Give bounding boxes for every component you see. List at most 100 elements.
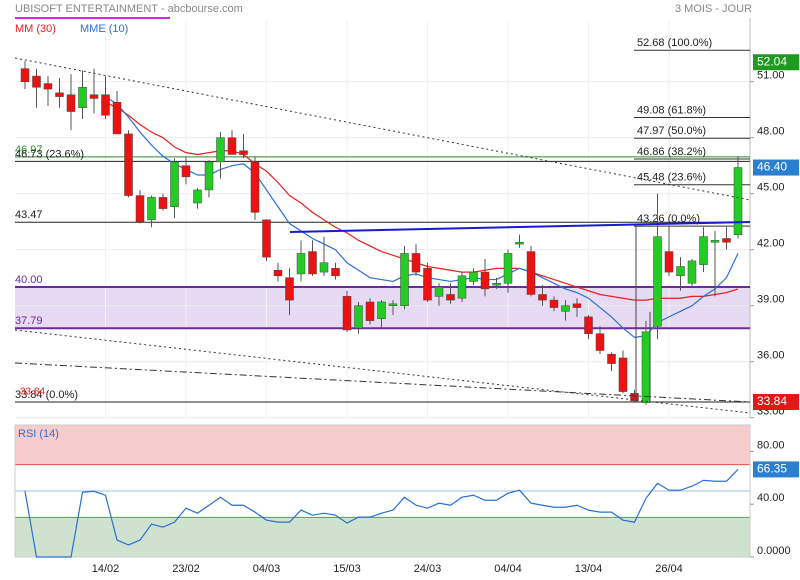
candle-body bbox=[388, 303, 398, 306]
candle-body bbox=[561, 305, 570, 312]
candle-body bbox=[32, 75, 41, 88]
candle-body bbox=[411, 253, 421, 273]
candle-body bbox=[193, 189, 202, 204]
candle-body bbox=[584, 316, 593, 334]
candle-body bbox=[676, 266, 685, 277]
y-tick-label: 39.00 bbox=[757, 294, 785, 306]
price-badge bbox=[753, 54, 799, 71]
candle-body bbox=[158, 197, 168, 209]
level-label: 37.79 bbox=[15, 315, 43, 327]
overbought-zone bbox=[15, 425, 750, 465]
candle-body bbox=[147, 197, 156, 221]
y-tick-label: 48.00 bbox=[757, 126, 785, 138]
x-tick-label: 23/02 bbox=[172, 563, 200, 575]
y-tick-label: 45.00 bbox=[757, 182, 785, 194]
price-badge-label: 46.40 bbox=[757, 160, 787, 174]
level-label: 33.84 bbox=[20, 387, 45, 398]
price-badge-label: 33.84 bbox=[757, 394, 787, 408]
candle-body bbox=[250, 161, 260, 213]
y-tick-label: 42.00 bbox=[757, 238, 785, 250]
candle-body bbox=[446, 294, 455, 301]
candle-body bbox=[653, 236, 662, 327]
candle-body bbox=[526, 251, 536, 295]
price-badge bbox=[753, 394, 799, 411]
candle-body bbox=[308, 251, 317, 275]
price-badge-label: 52.04 bbox=[757, 54, 787, 68]
candle-body bbox=[262, 219, 271, 258]
rsi-badge bbox=[753, 461, 799, 478]
candle-body bbox=[135, 195, 145, 222]
x-tick-label: 24/03 bbox=[414, 563, 442, 575]
panel-title: RSI (14) bbox=[18, 428, 59, 440]
candle-body bbox=[710, 240, 720, 243]
candle-body bbox=[618, 357, 628, 392]
candle-body bbox=[457, 275, 467, 299]
oversold-zone bbox=[15, 517, 750, 557]
candle-body bbox=[434, 286, 444, 297]
candle-body bbox=[492, 283, 501, 286]
candle-body bbox=[538, 294, 547, 301]
fib-label: 49.08 (61.8%) bbox=[637, 104, 706, 116]
candle-body bbox=[296, 253, 306, 275]
candle-body bbox=[377, 301, 386, 320]
candle-body bbox=[181, 165, 191, 178]
candle-body bbox=[78, 87, 87, 109]
y-tick-label: 80.00 bbox=[757, 439, 785, 451]
candle-body bbox=[664, 251, 674, 273]
rsi-badge-label: 66.35 bbox=[757, 462, 787, 476]
x-tick-label: 26/04 bbox=[655, 563, 683, 575]
candle-body bbox=[43, 83, 53, 90]
fib-label: 46.86 (38.2%) bbox=[637, 146, 706, 158]
candle-body bbox=[273, 269, 283, 277]
candle-body bbox=[55, 92, 64, 97]
y-tick-label: 40.00 bbox=[757, 492, 785, 504]
legend-entry: MM (30) bbox=[15, 23, 56, 35]
candle-body bbox=[641, 331, 651, 404]
candle-body bbox=[699, 236, 708, 265]
candle-body bbox=[239, 150, 248, 155]
candle-body bbox=[630, 393, 639, 402]
moving-average bbox=[105, 101, 739, 301]
y-tick-label: 51.00 bbox=[757, 70, 785, 82]
fib-label: 43.26 (0.0%) bbox=[637, 213, 700, 225]
candle-body bbox=[469, 271, 478, 282]
candle-body bbox=[227, 137, 237, 155]
panel-frame bbox=[14, 424, 751, 558]
level-label: 40.00 bbox=[15, 274, 43, 286]
level-label: 46.73 (23.6%) bbox=[15, 148, 84, 160]
candle-body bbox=[549, 299, 559, 308]
period: 3 MOIS - JOUR bbox=[675, 3, 752, 15]
candle-body bbox=[319, 262, 329, 273]
candle-body bbox=[365, 301, 375, 321]
candle-body bbox=[170, 161, 179, 207]
candle-body bbox=[285, 277, 294, 301]
candle-body bbox=[124, 133, 133, 196]
trendline bbox=[14, 329, 751, 414]
candle-body bbox=[400, 253, 409, 306]
candle-body bbox=[423, 268, 432, 301]
trendline bbox=[14, 362, 751, 403]
candle-body bbox=[20, 68, 30, 82]
candle-body bbox=[503, 253, 513, 284]
candle-body bbox=[66, 94, 76, 112]
candle-body bbox=[595, 333, 605, 351]
x-tick-label: 04/04 bbox=[494, 563, 522, 575]
candle-body bbox=[101, 94, 110, 116]
level-label: 43.47 bbox=[15, 209, 43, 221]
legend-entry: MME (10) bbox=[80, 23, 128, 35]
candle-body bbox=[515, 241, 524, 245]
trendline bbox=[289, 221, 751, 233]
x-tick-label: 04/03 bbox=[253, 563, 281, 575]
fib-label: 45.48 (23.6%) bbox=[637, 172, 706, 184]
level-label: 33.84 (0.0%) bbox=[15, 389, 78, 401]
candle-body bbox=[342, 296, 352, 331]
x-tick-label: 15/03 bbox=[333, 563, 361, 575]
candle-body bbox=[722, 238, 731, 243]
candle-body bbox=[607, 353, 616, 364]
candle-body bbox=[89, 94, 99, 99]
candle-body bbox=[354, 305, 363, 329]
candle-body bbox=[480, 271, 490, 290]
x-tick-label: 14/02 bbox=[92, 563, 120, 575]
level-label: 46.97 bbox=[15, 144, 43, 156]
